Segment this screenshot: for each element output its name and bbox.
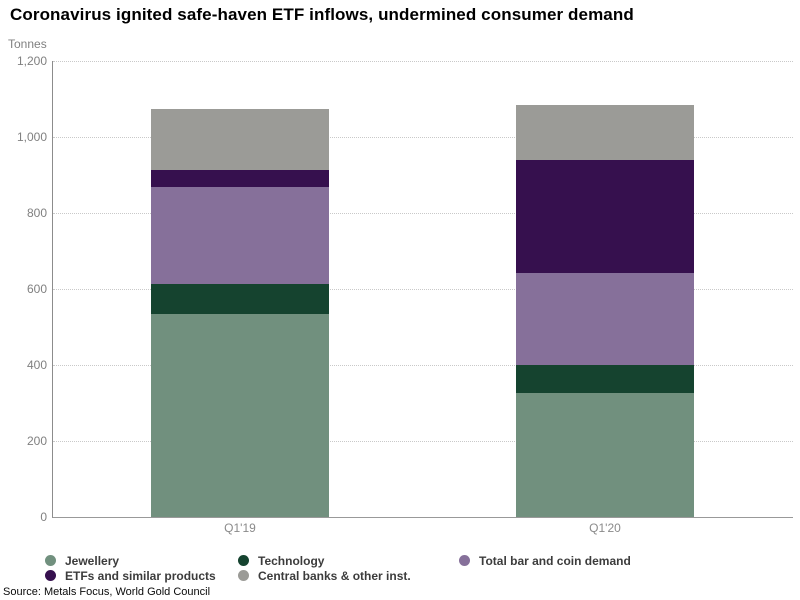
gridline-200 (53, 441, 793, 442)
gridline-800 (53, 213, 793, 214)
y-tick-label-1200: 1,200 (16, 54, 47, 68)
y-tick-label-400: 400 (26, 358, 47, 372)
legend-swatch-icon (459, 555, 470, 566)
bar-segment-jewellery-q1-20 (516, 393, 694, 517)
bar-segment-central-banks-other-inst-q1-19 (151, 109, 329, 171)
legend-swatch-icon (45, 570, 56, 581)
y-tick-label-800: 800 (26, 206, 47, 220)
gridline-400 (53, 365, 793, 366)
legend-item-central-banks-other-inst: Central banks & other inst. (238, 568, 411, 583)
legend-item-etfs-and-similar-products: ETFs and similar products (45, 568, 216, 583)
legend-label: ETFs and similar products (65, 568, 216, 583)
bar-segment-etfs-and-similar-products-q1-20 (516, 159, 694, 274)
legend-label: Total bar and coin demand (479, 553, 631, 568)
bar-q1-20 (516, 61, 694, 517)
legend-item-jewellery: Jewellery (45, 553, 119, 568)
bar-segment-central-banks-other-inst-q1-20 (516, 105, 694, 160)
bar-segment-total-bar-and-coin-demand-q1-19 (151, 186, 329, 285)
bar-segment-total-bar-and-coin-demand-q1-20 (516, 273, 694, 366)
legend-row-2: ETFs and similar products Central banks &… (0, 568, 800, 583)
legend-row-1: Jewellery Technology Total bar and coin de… (0, 553, 800, 568)
bar-segment-jewellery-q1-19 (151, 314, 329, 517)
legend: Jewellery Technology Total bar and coin de… (0, 553, 800, 583)
y-tick-label-1000: 1,000 (16, 130, 47, 144)
legend-label: Technology (258, 553, 325, 568)
y-axis-unit-label: Tonnes (8, 37, 47, 51)
plot-area: 0 200 400 600 800 1,000 1,200 Q1'19 Q1'20 (17, 54, 793, 535)
y-tick-label-600: 600 (26, 282, 47, 296)
legend-item-total-bar-and-coin-demand: Total bar and coin demand (459, 553, 631, 568)
y-tick-label-200: 200 (26, 434, 47, 448)
gridline-600 (53, 289, 793, 290)
bar-segment-etfs-and-similar-products-q1-19 (151, 170, 329, 187)
legend-swatch-icon (238, 555, 249, 566)
legend-label: Jewellery (65, 553, 120, 568)
legend-label: Central banks & other inst. (258, 568, 411, 583)
gridline-1200 (53, 61, 793, 62)
bar-segment-technology-q1-20 (516, 365, 694, 394)
chart-title: Coronavirus ignited safe-haven ETF inflo… (10, 5, 634, 24)
bar-q1-19 (151, 61, 329, 517)
gridline-1000 (53, 137, 793, 138)
legend-item-technology: Technology (238, 553, 324, 568)
x-tick-label-q1-19: Q1'19 (224, 521, 256, 535)
x-tick-label-q1-20: Q1'20 (589, 521, 621, 535)
source-attribution: Source: Metals Focus, World Gold Council (3, 586, 211, 598)
y-tick-label-0: 0 (40, 510, 47, 524)
legend-swatch-icon (238, 570, 249, 581)
bar-segment-technology-q1-19 (151, 284, 329, 315)
legend-swatch-icon (45, 555, 56, 566)
